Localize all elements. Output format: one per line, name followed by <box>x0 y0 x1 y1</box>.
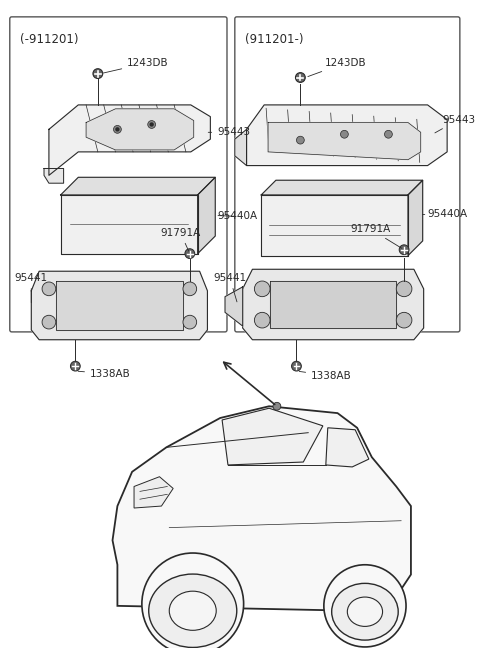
Polygon shape <box>60 195 198 253</box>
Ellipse shape <box>149 574 237 647</box>
Circle shape <box>340 130 348 138</box>
Circle shape <box>396 312 412 328</box>
Polygon shape <box>326 428 369 467</box>
Text: 95440A: 95440A <box>423 210 468 219</box>
Polygon shape <box>261 195 408 255</box>
Polygon shape <box>31 271 207 340</box>
Text: 95440A: 95440A <box>217 212 257 221</box>
Circle shape <box>185 249 195 259</box>
Polygon shape <box>225 287 243 326</box>
Circle shape <box>399 245 409 255</box>
Polygon shape <box>134 477 173 508</box>
Circle shape <box>93 69 103 79</box>
Polygon shape <box>261 180 423 195</box>
Polygon shape <box>86 109 194 150</box>
Circle shape <box>396 281 412 297</box>
Polygon shape <box>268 122 420 160</box>
Circle shape <box>142 553 244 655</box>
Polygon shape <box>235 130 247 166</box>
Text: 1243DB: 1243DB <box>308 58 366 77</box>
Circle shape <box>254 281 270 297</box>
Polygon shape <box>60 178 215 195</box>
Text: (911201-): (911201-) <box>245 33 303 45</box>
Polygon shape <box>270 281 396 328</box>
Circle shape <box>273 402 281 410</box>
Circle shape <box>324 565 406 647</box>
Polygon shape <box>56 281 183 330</box>
Ellipse shape <box>169 591 216 630</box>
Circle shape <box>42 282 56 295</box>
Text: 95441: 95441 <box>15 273 48 303</box>
Circle shape <box>291 362 301 371</box>
Circle shape <box>183 315 197 329</box>
Text: 91791A: 91791A <box>350 224 402 248</box>
Polygon shape <box>49 105 210 176</box>
Circle shape <box>150 123 153 126</box>
Text: 91791A: 91791A <box>160 228 201 251</box>
Text: 95441: 95441 <box>213 273 246 302</box>
Polygon shape <box>112 406 411 612</box>
Circle shape <box>254 312 270 328</box>
Text: 1243DB: 1243DB <box>104 58 169 73</box>
Circle shape <box>42 315 56 329</box>
Circle shape <box>113 126 121 133</box>
Polygon shape <box>408 180 423 255</box>
Text: 95443: 95443 <box>208 127 251 138</box>
Ellipse shape <box>348 597 383 626</box>
Text: 1338AB: 1338AB <box>299 371 352 381</box>
Text: (-911201): (-911201) <box>20 33 78 45</box>
Circle shape <box>183 282 197 295</box>
Polygon shape <box>198 178 215 253</box>
Circle shape <box>71 362 80 371</box>
Polygon shape <box>243 269 424 340</box>
Polygon shape <box>222 408 323 465</box>
Circle shape <box>297 136 304 144</box>
Circle shape <box>148 121 156 128</box>
Circle shape <box>116 128 119 131</box>
Polygon shape <box>247 105 447 166</box>
Text: 1338AB: 1338AB <box>78 369 131 379</box>
Circle shape <box>384 130 392 138</box>
Text: 95443: 95443 <box>435 115 475 133</box>
Circle shape <box>296 73 305 83</box>
Ellipse shape <box>332 584 398 640</box>
Polygon shape <box>44 168 63 183</box>
